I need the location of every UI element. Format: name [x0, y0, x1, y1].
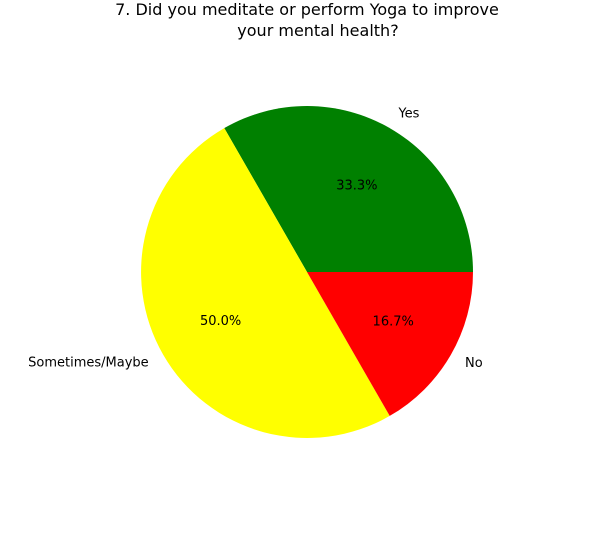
slice-percent-no: 16.7% — [373, 314, 414, 329]
slice-label-sometimes-maybe: Sometimes/Maybe — [28, 355, 149, 370]
chart-title-line-2: your mental health? — [237, 21, 398, 40]
pie-slices — [141, 106, 473, 438]
slice-label-no: No — [465, 356, 483, 371]
pie-labels: Yes 33.3% Sometimes/Maybe 50.0% No 16.7% — [28, 106, 483, 371]
slice-label-yes: Yes — [397, 106, 419, 121]
slice-percent-yes: 33.3% — [336, 178, 377, 193]
slice-percent-sometimes-maybe: 50.0% — [200, 314, 241, 329]
pie-slice-sometimes-maybe — [141, 128, 390, 438]
pie-slice-no — [307, 272, 473, 416]
pie-slice-yes — [224, 106, 473, 272]
chart-title-line-1: 7. Did you meditate or perform Yoga to i… — [115, 0, 499, 19]
